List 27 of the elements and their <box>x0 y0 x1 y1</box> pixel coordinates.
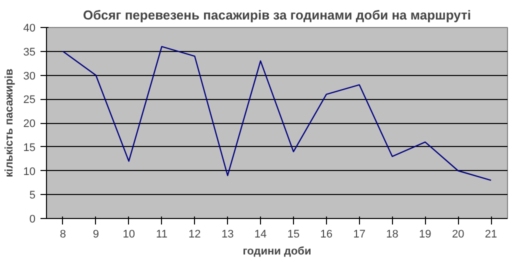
x-tick-label: 16 <box>320 228 333 240</box>
y-tick-label: 40 <box>23 22 36 34</box>
x-tick-label: 14 <box>254 228 267 240</box>
x-tick-label: 19 <box>419 228 432 240</box>
x-tick-label: 10 <box>122 228 135 240</box>
y-tick-label: 25 <box>23 94 36 106</box>
y-tick-label: 0 <box>29 214 36 226</box>
y-tick-label: 15 <box>23 142 36 154</box>
y-tick-label: 10 <box>23 166 36 178</box>
x-tick-label: 11 <box>156 228 168 240</box>
x-tick-label: 13 <box>221 228 234 240</box>
x-tick-label: 9 <box>92 228 99 240</box>
x-tick-label: 20 <box>452 228 464 240</box>
x-axis-title: години доби <box>242 246 312 258</box>
y-axis-title: кількість пасажирів <box>3 68 16 178</box>
y-tick-label: 30 <box>23 70 36 82</box>
y-tick-label: 35 <box>23 46 36 58</box>
x-tick-label: 18 <box>386 228 398 240</box>
chart-title: Обсяг перевезень пасажирів за годинами доби на маршруті <box>83 8 471 22</box>
y-tick-label: 5 <box>29 190 36 202</box>
x-tick-label: 15 <box>287 228 300 240</box>
x-tick-label: 21 <box>484 228 498 240</box>
x-tick-label: 17 <box>353 228 366 240</box>
x-tick-label: 8 <box>60 228 66 240</box>
x-tick-label: 12 <box>188 228 201 240</box>
line-series <box>62 46 492 181</box>
y-tick-label: 20 <box>23 118 36 130</box>
